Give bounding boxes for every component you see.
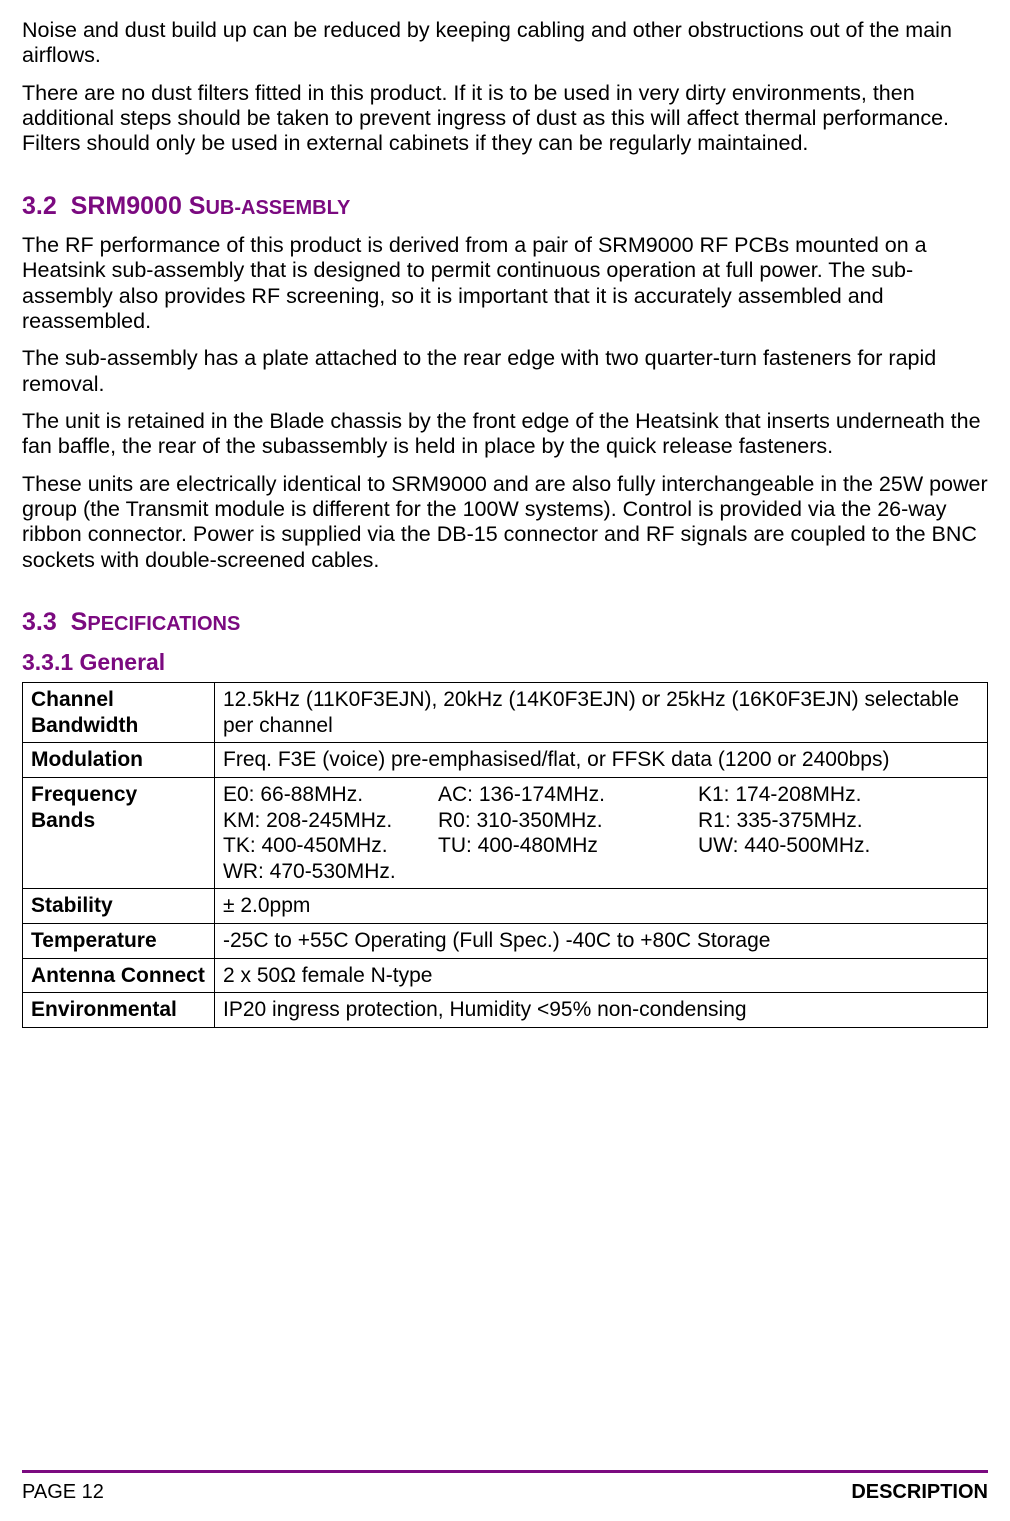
heading-title-main: S — [71, 608, 88, 636]
cell-value-environmental: IP20 ingress protection, Humidity <95% n… — [215, 993, 988, 1028]
footer-section-name: DESCRIPTION — [851, 1481, 988, 1504]
band-ac: AC: 136-174MHz. — [438, 782, 698, 808]
cell-label-antenna: Antenna Connect — [23, 958, 215, 993]
subheading-number: 3.3.1 — [22, 649, 73, 675]
cell-value-antenna: 2 x 50Ω female N-type — [215, 958, 988, 993]
heading-title-smallcaps: UB-ASSEMBLY — [205, 197, 350, 219]
cell-label-channel-bw: Channel Bandwidth — [23, 683, 215, 743]
intro-paragraph-2: There are no dust filters fitted in this… — [22, 81, 988, 157]
table-row: Temperature -25C to +55C Operating (Full… — [23, 923, 988, 958]
table-row: Stability ± 2.0ppm — [23, 889, 988, 924]
bands-grid: E0: 66-88MHz. AC: 136-174MHz. K1: 174-20… — [223, 782, 979, 884]
heading-3-2: 3.2 SRM9000 SUB-ASSEMBLY — [22, 192, 988, 221]
heading-3-3: 3.3 SPECIFICATIONS — [22, 608, 988, 637]
band-k1: K1: 174-208MHz. — [698, 782, 979, 808]
heading-number: 3.3 — [22, 608, 57, 636]
band-km: KM: 208-245MHz. — [223, 808, 438, 834]
band-tk: TK: 400-450MHz. — [223, 833, 438, 859]
page-footer: PAGE 12 DESCRIPTION — [22, 1470, 988, 1504]
band-e0: E0: 66-88MHz. — [223, 782, 438, 808]
cell-value-temperature: -25C to +55C Operating (Full Spec.) -40C… — [215, 923, 988, 958]
heading-3-3-1: 3.3.1 General — [22, 649, 988, 676]
table-row: Channel Bandwidth 12.5kHz (11K0F3EJN), 2… — [23, 683, 988, 743]
section32-p1: The RF performance of this product is de… — [22, 233, 988, 334]
band-r1: R1: 335-375MHz. — [698, 808, 979, 834]
cell-label-temperature: Temperature — [23, 923, 215, 958]
subheading-title: General — [80, 649, 166, 675]
section32-p4: These units are electrically identical t… — [22, 472, 988, 573]
cell-label-environmental: Environmental — [23, 993, 215, 1028]
band-tu: TU: 400-480MHz — [438, 833, 698, 859]
table-row: Antenna Connect 2 x 50Ω female N-type — [23, 958, 988, 993]
footer-page-number: PAGE 12 — [22, 1481, 104, 1504]
heading-title-main: SRM9000 S — [71, 192, 206, 220]
table-row: Modulation Freq. F3E (voice) pre-emphasi… — [23, 743, 988, 778]
cell-label-modulation: Modulation — [23, 743, 215, 778]
cell-value-freq-bands: E0: 66-88MHz. AC: 136-174MHz. K1: 174-20… — [215, 777, 988, 888]
spec-table: Channel Bandwidth 12.5kHz (11K0F3EJN), 2… — [22, 682, 988, 1028]
cell-value-channel-bw: 12.5kHz (11K0F3EJN), 20kHz (14K0F3EJN) o… — [215, 683, 988, 743]
cell-label-freq-bands: Frequency Bands — [23, 777, 215, 888]
section32-p2: The sub-assembly has a plate attached to… — [22, 346, 988, 397]
heading-number: 3.2 — [22, 192, 57, 220]
section32-p3: The unit is retained in the Blade chassi… — [22, 409, 988, 460]
band-uw: UW: 440-500MHz. — [698, 833, 979, 859]
heading-title-smallcaps: PECIFICATIONS — [87, 613, 240, 635]
cell-value-stability: ± 2.0ppm — [215, 889, 988, 924]
intro-paragraph-1: Noise and dust build up can be reduced b… — [22, 18, 988, 69]
cell-value-modulation: Freq. F3E (voice) pre-emphasised/flat, o… — [215, 743, 988, 778]
band-wr: WR: 470-530MHz. — [223, 859, 438, 885]
table-row: Frequency Bands E0: 66-88MHz. AC: 136-17… — [23, 777, 988, 888]
table-row: Environmental IP20 ingress protection, H… — [23, 993, 988, 1028]
band-r0: R0: 310-350MHz. — [438, 808, 698, 834]
cell-label-stability: Stability — [23, 889, 215, 924]
page-body: Noise and dust build up can be reduced b… — [0, 0, 1010, 1470]
